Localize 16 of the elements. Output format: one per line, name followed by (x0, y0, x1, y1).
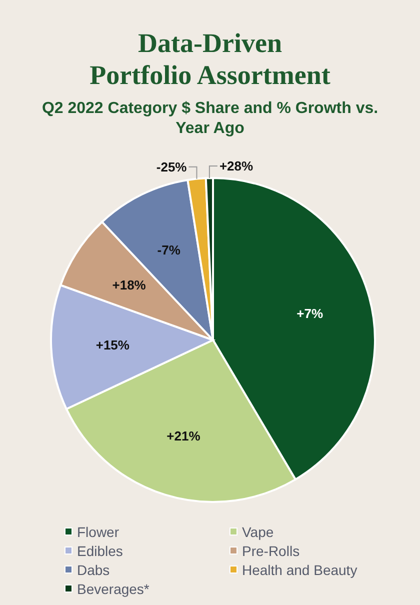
text: +15% (96, 337, 130, 352)
legend-label: Pre-Rolls (242, 542, 300, 559)
legend-label: Vape (242, 524, 274, 540)
text: +7% (296, 306, 324, 322)
text: -25% (156, 159, 187, 174)
legend-label: Edibles (77, 542, 123, 559)
text: +21% (166, 428, 200, 444)
text: +28% (219, 158, 254, 174)
legend-label: Dabs (77, 562, 110, 578)
chart-title: Data-Driven Portfolio Assortment (90, 28, 330, 90)
chart-subtitle: Q2 2022 Category $ Share and % Growth vs. Year Ago (42, 100, 378, 137)
legend-label: Beverages* (77, 580, 150, 597)
text: +18% (112, 277, 146, 292)
legend-label: Flower (77, 524, 120, 540)
text: -7% (157, 242, 180, 258)
legend-label: Health and Beauty (242, 562, 358, 578)
